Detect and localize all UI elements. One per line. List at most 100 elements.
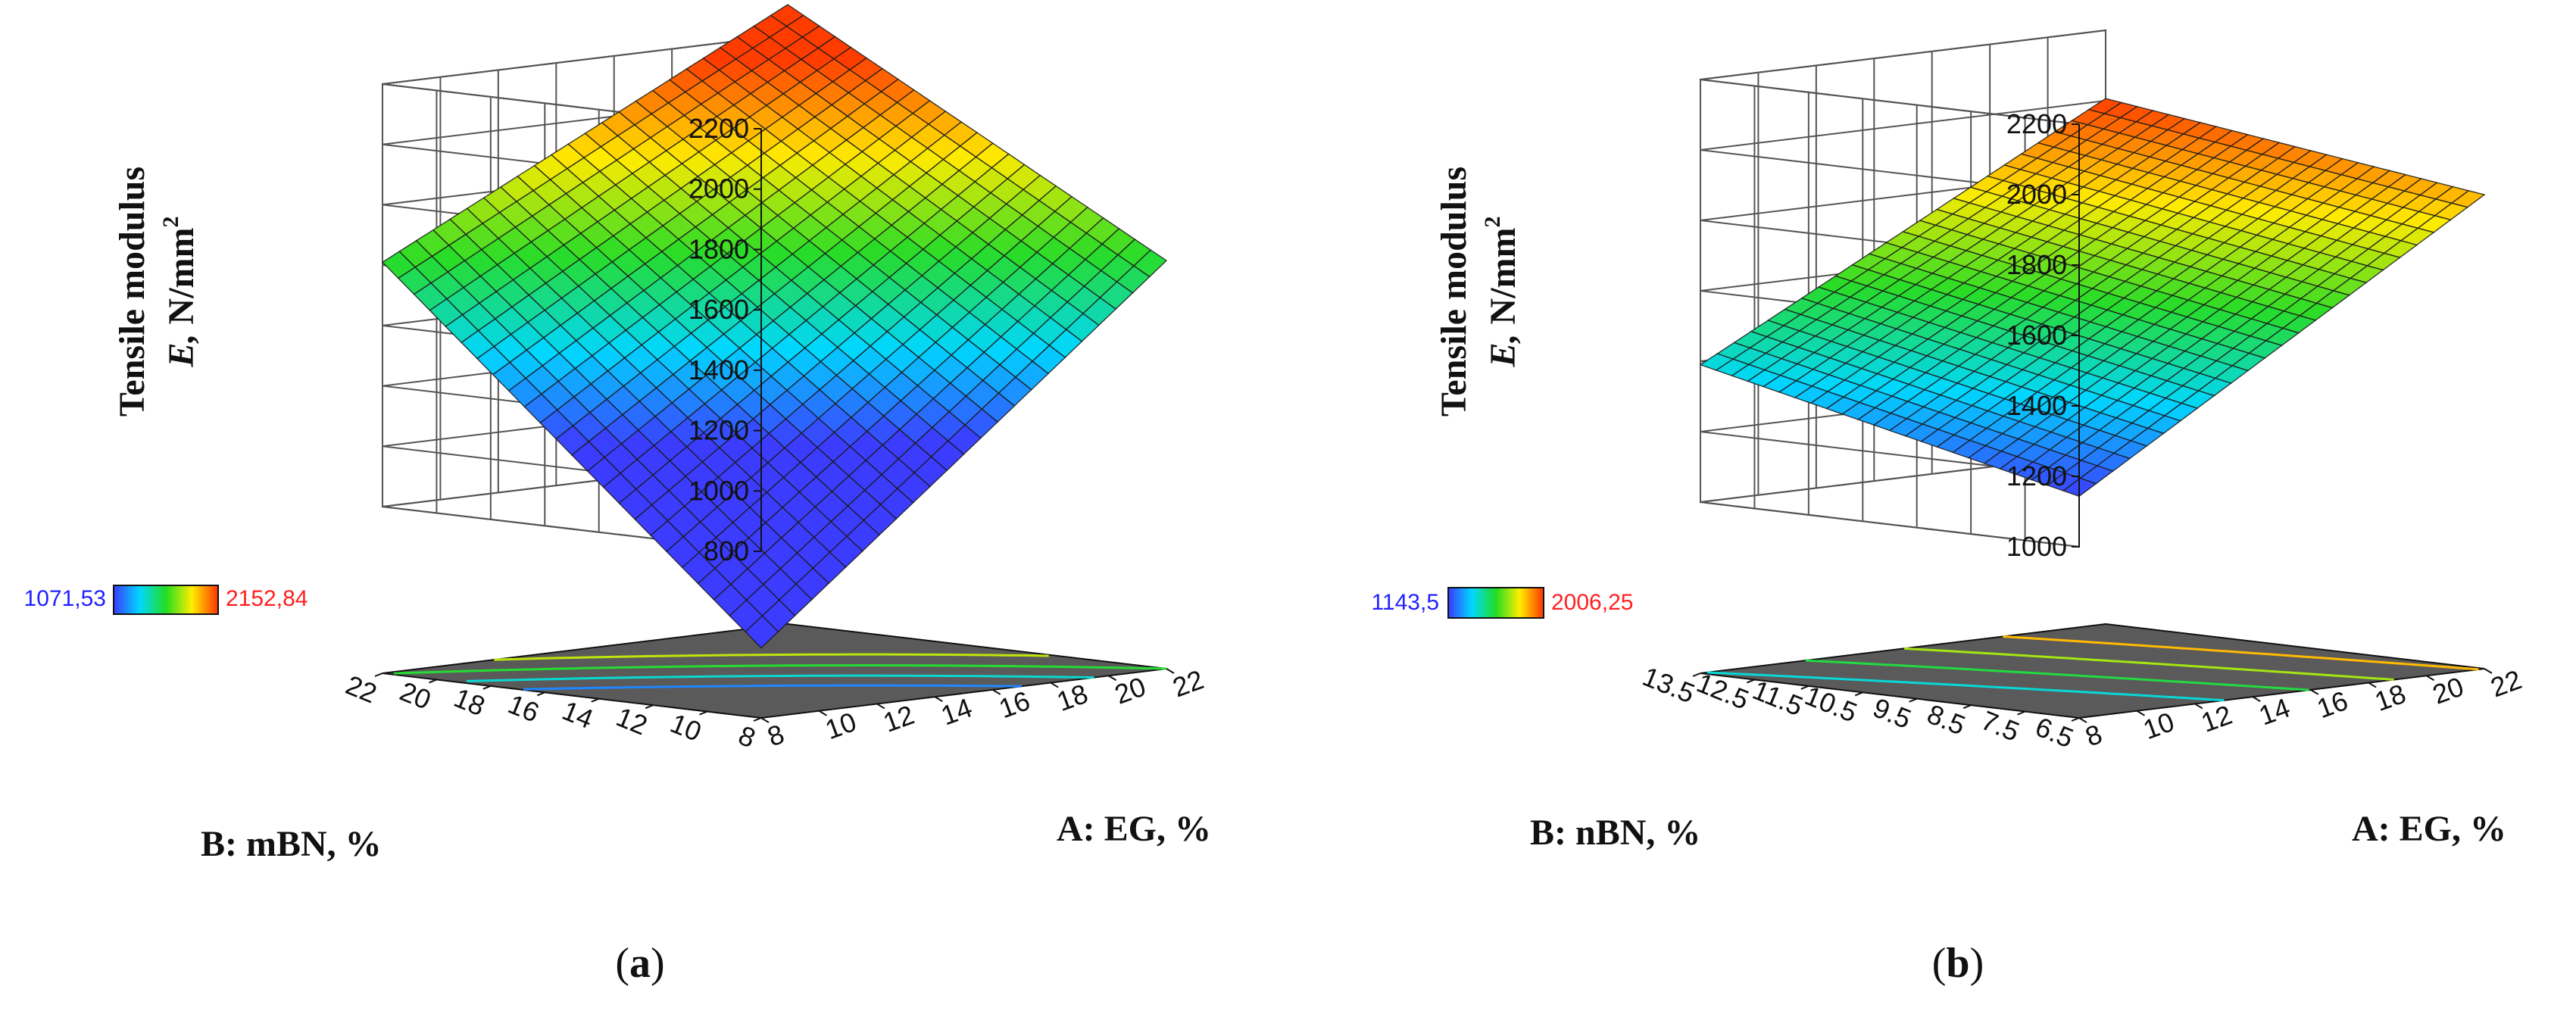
- response-surface-b: [1699, 98, 2486, 498]
- z-tick-label: 1000: [688, 475, 749, 506]
- y-tick-mark: [699, 710, 707, 716]
- axis-ticks-b: 1000 1200 1400 1600 1800 2000 2200 8 10 12 14 16 18 2…: [1638, 108, 2525, 754]
- z-axis-unit-a: E, N/mm2: [158, 217, 201, 368]
- y-tick-label: 13.5: [1638, 660, 1699, 709]
- x-tick-label: 14: [937, 691, 976, 731]
- y-tick-mark: [753, 717, 762, 722]
- x-tick-label: 10: [821, 706, 860, 745]
- contour-line: [394, 664, 1167, 675]
- x-tick-mark: [2136, 710, 2145, 716]
- y-tick-mark: [1692, 672, 1701, 677]
- panel-caption-b: (b): [1932, 940, 1984, 987]
- y-tick-label: 18: [450, 682, 489, 722]
- x-tick-label: 18: [1053, 678, 1092, 717]
- x-axis-title-a: A: EG, %: [1057, 809, 1211, 849]
- x-tick-label: 22: [2487, 663, 2526, 703]
- y-tick-mark: [1962, 704, 1972, 710]
- y-axis-title-b: B: nBN, %: [1530, 813, 1700, 853]
- y-tick-label: 22: [342, 669, 381, 709]
- x-tick-mark: [2194, 703, 2203, 710]
- floor-plane: [382, 623, 1167, 719]
- x-tick-label: 12: [2197, 699, 2237, 738]
- y-tick-mark: [2071, 717, 2080, 722]
- z-axis-title-a: Tensile modulus: [112, 167, 152, 417]
- panel-caption-a: (a): [615, 940, 664, 987]
- y-tick-mark: [536, 691, 545, 697]
- contour-line: [1706, 671, 2225, 702]
- y-tick-mark: [1854, 691, 1863, 697]
- y-tick-mark: [429, 679, 437, 684]
- x-tick-mark: [1166, 668, 1175, 674]
- x-tick-mark: [1050, 682, 1059, 688]
- x-tick-label: 8: [763, 718, 788, 752]
- contour-line: [1805, 659, 2309, 691]
- x-tick-mark: [2484, 668, 2493, 674]
- z-axis-title-b: Tensile modulus: [1434, 167, 1474, 417]
- response-surface-a: [381, 4, 1168, 649]
- x-tick-mark: [2310, 688, 2319, 695]
- x-tick-label: 20: [2428, 671, 2468, 710]
- y-tick-label: 10: [666, 707, 705, 747]
- y-axis-title-a: B: mBN, %: [201, 824, 382, 864]
- x-tick-mark: [934, 696, 943, 703]
- z-tick-label: 1800: [2006, 249, 2067, 280]
- y-tick-mark: [482, 685, 492, 690]
- contour-line: [1904, 647, 2394, 682]
- x-tick-mark: [760, 717, 770, 723]
- x-tick-mark: [2426, 675, 2435, 682]
- x-tick-mark: [2368, 682, 2377, 688]
- z-tick-label: 1400: [688, 354, 749, 385]
- x-tick-label: 14: [2255, 691, 2294, 731]
- z-tick-label: 1600: [688, 294, 749, 325]
- y-tick-mark: [1909, 697, 1918, 703]
- z-tick-label: 1200: [688, 415, 749, 446]
- x-tick-label: 8: [2081, 718, 2106, 752]
- z-tick-label: 1200: [2006, 460, 2067, 491]
- y-tick-label: 20: [395, 676, 435, 716]
- x-tick-label: 16: [2312, 685, 2352, 724]
- x-tick-label: 16: [994, 685, 1034, 724]
- y-tick-label: 12: [612, 701, 651, 741]
- z-tick-label: 2200: [688, 113, 749, 144]
- y-tick-mark: [1747, 679, 1755, 684]
- z-tick-label: 2000: [688, 173, 749, 204]
- contour-line: [523, 684, 1022, 691]
- y-tick-mark: [591, 697, 600, 703]
- z-tick-label: 1600: [2006, 320, 2067, 351]
- y-tick-mark: [1800, 685, 1809, 690]
- y-tick-mark: [2017, 710, 2025, 716]
- colorbar-max-b: 2006,25: [1551, 590, 1633, 615]
- contour-line: [494, 653, 1049, 661]
- x-axis-title-b: A: EG, %: [2352, 809, 2506, 849]
- y-tick-mark: [645, 704, 654, 710]
- colorbar-max-a: 2152,84: [226, 586, 308, 611]
- x-tick-mark: [1108, 675, 1117, 682]
- x-tick-label: 18: [2371, 678, 2410, 717]
- z-tick-label: 2000: [2006, 179, 2067, 210]
- x-tick-label: 20: [1110, 671, 1150, 710]
- x-tick-label: 22: [1169, 663, 1208, 703]
- surface-plot-b: 1000 1200 1400 1600 1800 2000 2200 8 10 12 14 16 18 2…: [1371, 29, 2525, 987]
- colorbar-min-b: 1143,5: [1371, 590, 1439, 615]
- colorbar-min-a: 1071,53: [24, 586, 106, 611]
- x-tick-label: 10: [2139, 706, 2178, 745]
- x-tick-mark: [2078, 717, 2087, 723]
- colorbar-b: [1447, 587, 1544, 619]
- x-tick-mark: [876, 703, 885, 710]
- colorbar-a: [113, 585, 219, 615]
- x-tick-label: 12: [879, 699, 919, 738]
- z-axis-unit-b: E, N/mm2: [1480, 217, 1523, 368]
- floor-plane: [1700, 623, 2485, 719]
- z-tick-label: 1800: [688, 233, 749, 264]
- y-tick-label: 16: [504, 688, 543, 729]
- contour-line: [2003, 635, 2479, 671]
- y-tick-label: 8: [734, 719, 760, 754]
- x-tick-mark: [992, 688, 1001, 695]
- x-tick-mark: [818, 710, 827, 716]
- z-tick-label: 1000: [2006, 531, 2067, 562]
- y-tick-mark: [374, 672, 383, 677]
- floor-contour-plane-b: [1700, 623, 2485, 719]
- floor-contour-plane-a: [382, 623, 1167, 719]
- surface-plot-a: 800 1000 1200 1400 1600 1800 2000 2200 8 10 12 14 16…: [24, 4, 1211, 987]
